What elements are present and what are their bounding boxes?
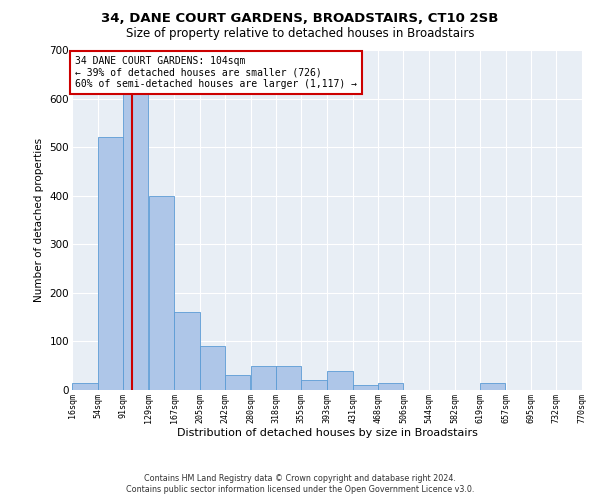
Text: Size of property relative to detached houses in Broadstairs: Size of property relative to detached ho… [126, 28, 474, 40]
Bar [480, 382, 505, 390]
Bar [123, 74, 148, 390]
Text: Contains HM Land Registry data © Crown copyright and database right 2024.
Contai: Contains HM Land Registry data © Crown c… [126, 474, 474, 494]
Bar [175, 312, 200, 390]
Bar [327, 370, 353, 390]
Text: 34, DANE COURT GARDENS, BROADSTAIRS, CT10 2SB: 34, DANE COURT GARDENS, BROADSTAIRS, CT1… [101, 12, 499, 26]
Bar [98, 138, 122, 390]
Bar [251, 366, 276, 390]
Bar [225, 376, 250, 390]
Bar [72, 382, 98, 390]
Bar [149, 196, 174, 390]
Bar [378, 382, 403, 390]
X-axis label: Distribution of detached houses by size in Broadstairs: Distribution of detached houses by size … [176, 428, 478, 438]
Bar [301, 380, 327, 390]
Text: 34 DANE COURT GARDENS: 104sqm
← 39% of detached houses are smaller (726)
60% of : 34 DANE COURT GARDENS: 104sqm ← 39% of d… [75, 56, 357, 89]
Bar [353, 385, 377, 390]
Bar [200, 346, 224, 390]
Y-axis label: Number of detached properties: Number of detached properties [34, 138, 44, 302]
Bar [277, 366, 301, 390]
